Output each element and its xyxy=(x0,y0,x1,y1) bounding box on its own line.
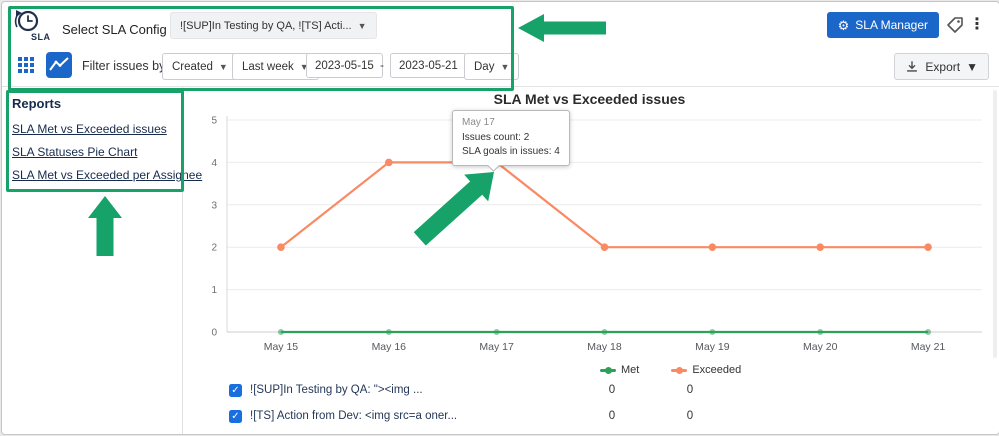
chevron-down-icon: ▼ xyxy=(299,61,309,72)
filter-field-select[interactable]: Created ▼ xyxy=(162,53,238,80)
sidebar-item-statuses-pie-chart[interactable]: SLA Statuses Pie Chart xyxy=(12,145,138,159)
exceeded-legend-marker xyxy=(671,366,688,374)
svg-text:0: 0 xyxy=(211,328,217,339)
svg-text:May 18: May 18 xyxy=(587,341,622,353)
chart-tooltip: May 17 Issues count: 2 SLA goals in issu… xyxy=(452,110,570,172)
sidebar-divider xyxy=(182,87,183,434)
granularity-select[interactable]: Day ▼ xyxy=(464,53,520,80)
tooltip-issues-count: Issues count: 2 xyxy=(462,131,530,143)
sla-line-chart[interactable]: 0 1 2 3 4 5 May 15 May 16 May 17 May 18 May 19 May … xyxy=(187,106,997,362)
met-legend-dot xyxy=(605,366,612,374)
svg-text:3: 3 xyxy=(211,200,217,211)
issue-checkbox[interactable]: ✓ xyxy=(229,410,242,423)
issue-exceeded-count: 0 xyxy=(686,410,694,422)
annotation-arrow-diagonal-icon xyxy=(413,172,494,246)
vertical-scrollbar[interactable] xyxy=(993,90,997,358)
grid-view-icon[interactable] xyxy=(18,57,34,73)
svg-text:2: 2 xyxy=(211,243,217,254)
download-icon xyxy=(907,60,918,72)
chevron-down-icon: ▼ xyxy=(500,61,510,72)
filter-range-select[interactable]: Last week ▼ xyxy=(232,53,319,80)
sla-manager-label: SLA Manager xyxy=(855,18,928,32)
issue-checkbox[interactable]: ✓ xyxy=(229,384,242,397)
chart-legend: Met Exceeded xyxy=(600,364,741,376)
issue-row: ✓ ![TS] Action from Dev: <img src=a oner… xyxy=(227,408,997,428)
date-from-input[interactable]: 2023-05-15 xyxy=(306,53,383,78)
tooltip-sla-goals: SLA goals in issues: 4 xyxy=(462,146,560,157)
svg-text:May 15: May 15 xyxy=(264,341,299,353)
chevron-down-icon: ▼ xyxy=(966,59,978,74)
granularity-value: Day xyxy=(474,60,495,73)
select-config-label: Select SLA Config xyxy=(62,22,167,37)
issue-met-count: 0 xyxy=(608,410,616,422)
sla-logo: SLA xyxy=(14,10,51,42)
date-range-separator: - xyxy=(380,58,384,72)
svg-text:May 17: May 17 xyxy=(479,341,514,353)
more-options-kebab-icon[interactable]: ⋮ xyxy=(969,16,985,33)
chevron-down-icon: ▼ xyxy=(218,61,228,72)
date-from-value: 2023-05-15 xyxy=(315,59,374,72)
annotation-arrow-up-icon xyxy=(88,196,122,256)
issue-met-count: 0 xyxy=(608,384,616,396)
filter-field-value: Created xyxy=(172,60,213,73)
tooltip-date: May 17 xyxy=(462,117,495,128)
sidebar-item-met-vs-exceeded-issues[interactable]: SLA Met vs Exceeded issues xyxy=(12,122,167,136)
sla-config-selected-value: ![SUP]In Testing by QA, ![TS] Acti... xyxy=(180,19,352,32)
issue-row: ✓ ![SUP]In Testing by QA: "><img ... 0 0 xyxy=(227,382,997,402)
met-legend-marker xyxy=(600,366,616,374)
issue-label: ![TS] Action from Dev: <img src=a oner..… xyxy=(250,410,458,422)
toolbar-divider xyxy=(2,86,999,87)
export-label: Export xyxy=(925,59,961,74)
chart-title: SLA Met vs Exceeded issues xyxy=(493,91,686,107)
reports-heading: Reports xyxy=(12,96,62,111)
filter-issues-label: Filter issues by: xyxy=(82,59,169,73)
sla-config-select[interactable]: ![SUP]In Testing by QA, ![TS] Acti... ▼ xyxy=(170,12,377,39)
gear-icon: ⚙ xyxy=(837,17,850,33)
issue-exceeded-count: 0 xyxy=(686,384,694,396)
filter-range-value: Last week xyxy=(242,60,294,73)
svg-text:4: 4 xyxy=(211,158,217,169)
svg-text:May 20: May 20 xyxy=(803,341,838,353)
annotation-arrow-left-icon xyxy=(518,14,606,42)
svg-text:1: 1 xyxy=(211,285,217,296)
chart-view-icon[interactable] xyxy=(46,52,72,78)
chevron-down-icon: ▼ xyxy=(357,20,367,31)
exceeded-legend-dot xyxy=(676,366,684,374)
svg-text:May 19: May 19 xyxy=(695,341,730,353)
issue-label: ![SUP]In Testing by QA: "><img ... xyxy=(250,384,423,396)
exceeded-legend-label: Exceeded xyxy=(692,364,742,376)
sla-logo-text: SLA xyxy=(31,32,51,42)
export-button[interactable]: Export ▼ xyxy=(894,53,989,80)
met-legend-label: Met xyxy=(621,364,640,376)
legend-item-exceeded[interactable]: Exceeded xyxy=(671,364,741,376)
svg-text:May 16: May 16 xyxy=(372,341,407,353)
svg-text:May 21: May 21 xyxy=(911,341,946,353)
tag-icon[interactable] xyxy=(945,15,965,35)
date-to-input[interactable]: 2023-05-21 xyxy=(390,53,467,78)
sla-manager-button[interactable]: ⚙ SLA Manager xyxy=(826,12,939,38)
svg-text:5: 5 xyxy=(211,116,217,127)
legend-item-met[interactable]: Met xyxy=(600,364,639,376)
sidebar-item-met-vs-exceeded-per-assignee[interactable]: SLA Met vs Exceeded per Assignee xyxy=(12,168,203,182)
date-to-value: 2023-05-21 xyxy=(399,59,458,72)
